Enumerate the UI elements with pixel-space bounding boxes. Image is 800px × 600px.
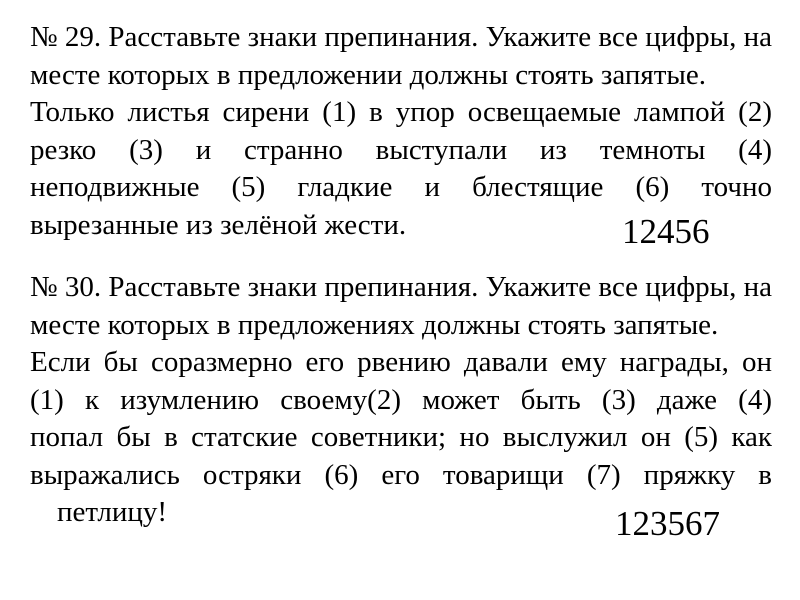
q29-sentence-line-2: резко (3) и странно выступали из темноты…	[30, 133, 772, 166]
q30-sentence-line-3: попал бы в статские советники; но выслуж…	[30, 421, 772, 453]
question-29-block: № 29. Расставьте знаки препинания. Укажи…	[30, 19, 772, 244]
q29-sentence-line-1: Только листья сирени (1) в упор освещаем…	[30, 96, 772, 128]
q30-sentence-line-1: Если бы соразмерно его рвению давали ему…	[30, 346, 772, 378]
q30-sentence-line-2: (1) к изумлению своему(2) может быть (3)…	[30, 383, 772, 416]
q29-instruction-line-1: № 29. Расставьте знаки препинания. Укажи…	[30, 21, 773, 53]
q29-sentence-line-4: вырезанные из зелёной жести.	[30, 208, 407, 241]
q29-instruction-line-2: месте которых в предложении должны стоят…	[30, 58, 706, 91]
q30-instruction-line-2: месте которых в предложениях должны стоя…	[30, 308, 719, 341]
q29-sentence-line-3: неподвижные (5) гладкие и блестящие (6) …	[30, 171, 772, 203]
q29-answer: 12456	[622, 212, 710, 251]
q30-sentence-line-5: петлицу!	[57, 496, 168, 528]
q30-sentence-line-4: выражались остряки (6) его товарищи (7) …	[30, 458, 772, 491]
q30-answer: 123567	[615, 504, 720, 543]
q30-instruction-line-1: № 30. Расставьте знаки препинания. Укажи…	[30, 271, 773, 303]
question-30-block: № 30. Расставьте знаки препинания. Укажи…	[30, 269, 772, 532]
